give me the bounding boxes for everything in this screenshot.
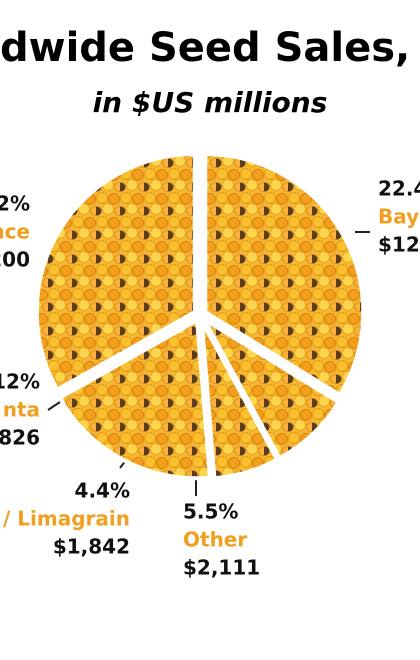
pie-slice: [198, 313, 342, 461]
percent-label: 12%: [0, 370, 40, 394]
amount-label: $1,842: [53, 535, 130, 559]
pie-slice: [56, 317, 213, 481]
pie-slice: [203, 152, 366, 398]
percent-label: 5.5%: [183, 500, 238, 524]
category-label: Baye: [378, 205, 420, 229]
amount-label: 826: [0, 426, 40, 450]
category-label: Other: [183, 528, 247, 552]
amount-label: $12,: [378, 233, 420, 257]
category-label: nta: [3, 398, 40, 422]
pie-slice: [34, 151, 197, 393]
amount-label: 200: [0, 248, 30, 272]
percent-label: 22.4: [378, 177, 420, 201]
percent-label: 2%: [0, 192, 30, 216]
category-label: e / Limagrain: [0, 507, 130, 531]
chart-title: dwide Seed Sales,: [0, 25, 410, 71]
leader-line: [47, 401, 61, 411]
pie-slice: [199, 319, 280, 481]
amount-label: $2,111: [183, 556, 260, 580]
category-label: nce: [0, 220, 30, 244]
percent-label: 4.4%: [75, 479, 130, 503]
chart-subtitle: in $US millions: [93, 86, 328, 119]
